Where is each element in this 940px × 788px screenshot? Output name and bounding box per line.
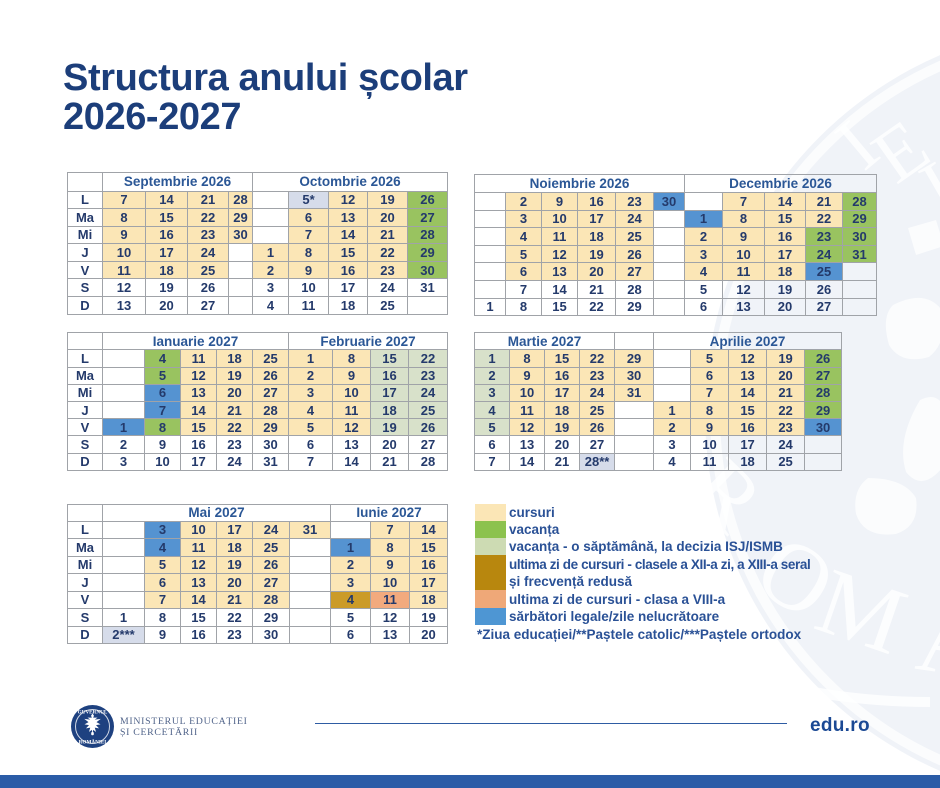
svg-text:ROMÂNIEI: ROMÂNIEI bbox=[79, 738, 107, 746]
svg-text:GUVERNUL: GUVERNUL bbox=[78, 709, 108, 715]
